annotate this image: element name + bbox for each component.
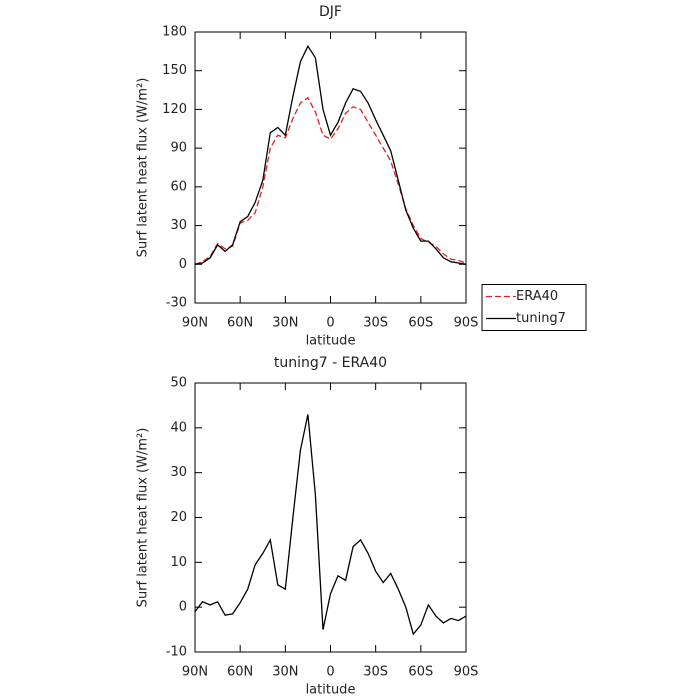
legend-label: ERA40 [516, 289, 558, 304]
x-tick-label: 0 [326, 316, 334, 331]
y-tick-label: 40 [170, 420, 187, 435]
y-tick-label: 150 [162, 63, 187, 78]
x-tick-label: 30N [272, 665, 298, 680]
x-tick-label: 60N [227, 316, 253, 331]
y-tick-label: 30 [170, 218, 187, 233]
x-tick-label: 90S [454, 316, 479, 331]
y-tick-label: 180 [162, 25, 187, 40]
data-line [194, 414, 467, 636]
x-tick-label: 90N [182, 665, 208, 680]
data-line [194, 96, 467, 265]
y-tick-label: 0 [179, 257, 187, 272]
x-tick-label: 30S [363, 665, 388, 680]
x-axis-label: latitude [306, 334, 356, 349]
x-tick-label: 30N [272, 316, 298, 331]
y-tick-label: 120 [162, 102, 187, 117]
y-tick-label: 20 [170, 510, 187, 525]
y-axis-label: Surf latent heat flux (W/m²) [136, 428, 151, 608]
chart-title: DJF [319, 4, 342, 20]
y-tick-label: -30 [166, 296, 187, 311]
x-tick-label: 0 [326, 665, 334, 680]
legend-box [481, 284, 587, 331]
x-tick-label: 60N [227, 665, 253, 680]
y-tick-label: 60 [170, 179, 187, 194]
legend-label: tuning7 [516, 311, 566, 326]
y-tick-label: 10 [170, 555, 187, 570]
x-tick-label: 60S [408, 665, 433, 680]
chart-title: tuning7 - ERA40 [274, 355, 387, 371]
y-axis-label: Surf latent heat flux (W/m²) [136, 78, 151, 258]
x-tick-label: 90S [454, 665, 479, 680]
x-axis-label: latitude [306, 683, 356, 698]
x-tick-label: 90N [182, 316, 208, 331]
y-tick-label: 0 [179, 600, 187, 615]
x-tick-label: 30S [363, 316, 388, 331]
y-tick-label: -10 [166, 645, 187, 660]
y-tick-label: 90 [170, 141, 187, 156]
y-tick-label: 50 [170, 376, 187, 391]
data-line [194, 44, 467, 265]
y-tick-label: 30 [170, 465, 187, 480]
plot-frame [194, 31, 467, 304]
x-tick-label: 60S [408, 316, 433, 331]
